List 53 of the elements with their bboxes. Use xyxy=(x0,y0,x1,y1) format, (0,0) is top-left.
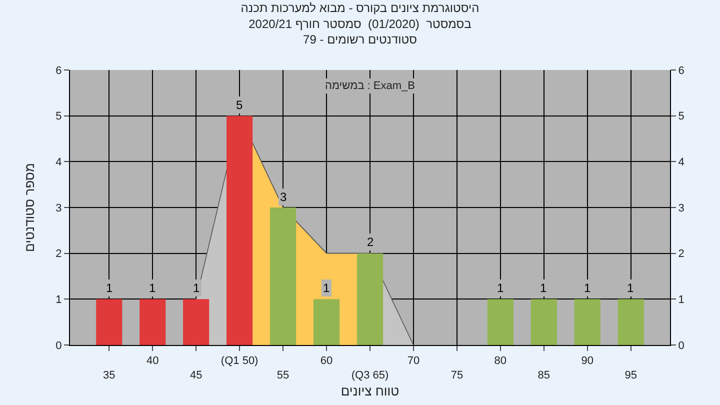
y2-tick-label: 6 xyxy=(678,64,684,77)
y2-tick-label: 1 xyxy=(678,294,684,306)
x-tick-label: 95 xyxy=(624,370,637,382)
x-tick-label: 35 xyxy=(103,370,116,382)
data-label: 1 xyxy=(193,281,200,295)
bar xyxy=(530,299,557,345)
x-tick-label: 45 xyxy=(190,370,202,382)
y-tick-label: 0 xyxy=(56,340,62,352)
bar xyxy=(313,299,340,345)
y2-tick-label: 4 xyxy=(678,156,684,169)
data-label: 5 xyxy=(236,98,243,112)
y-tick-label: 1 xyxy=(56,294,62,306)
y-tick-label: 2 xyxy=(56,248,62,260)
y2-tick-label: 3 xyxy=(678,202,684,214)
bar xyxy=(356,253,384,345)
data-label: 1 xyxy=(497,281,504,295)
y2-tick-label: 0 xyxy=(678,340,684,352)
data-label: 1 xyxy=(149,281,156,295)
data-label: 1 xyxy=(627,281,634,295)
data-label: 1 xyxy=(323,281,330,295)
x-tick-label: (Q3 65) xyxy=(351,370,389,382)
x-tick-label: 80 xyxy=(494,355,507,368)
x-tick-label: 85 xyxy=(538,370,550,382)
y-axis-title: מספר סטודנטים xyxy=(22,163,37,252)
x-tick-label: (Q1 50) xyxy=(220,355,258,368)
bar xyxy=(574,299,600,345)
data-label: 1 xyxy=(584,281,591,295)
bar xyxy=(618,299,644,345)
y-tick-label: 4 xyxy=(56,156,62,169)
x-tick-label: 55 xyxy=(276,370,290,382)
x-tick-label: 60 xyxy=(320,355,333,368)
y-tick-label: 5 xyxy=(56,110,62,123)
annotation: במשימה : Exam_B xyxy=(325,80,415,92)
bar xyxy=(487,299,514,345)
x-tick-label: 70 xyxy=(407,355,420,368)
x-tick-label: 90 xyxy=(581,355,594,368)
chart-title: היסטוגרמת ציונים בקורס - מבוא למערכות תכנה בסמסטר (01/2020) סמסטר חורף 2020/21 סטודנטים רשומים - 79 xyxy=(240,1,480,46)
bar xyxy=(140,299,166,345)
bar xyxy=(96,299,122,345)
y2-tick-label: 5 xyxy=(678,110,684,123)
y-tick-label: 3 xyxy=(56,202,62,214)
y2-tick-label: 2 xyxy=(678,248,684,260)
x-tick-label: 75 xyxy=(450,370,464,382)
bar xyxy=(270,208,296,345)
bar xyxy=(226,116,253,345)
bar xyxy=(183,299,210,345)
data-label: 1 xyxy=(540,281,547,295)
x-tick-label: 40 xyxy=(146,355,159,368)
data-label: 2 xyxy=(367,235,374,249)
data-label: 1 xyxy=(106,281,113,295)
y-tick-label: 6 xyxy=(56,64,62,77)
data-label: 3 xyxy=(280,190,287,204)
x-axis-title: טווח ציונים xyxy=(340,384,400,398)
